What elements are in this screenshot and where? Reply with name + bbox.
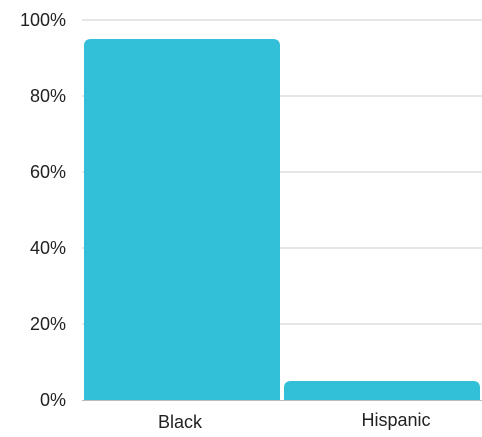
x-tick-label: Black	[158, 412, 203, 432]
y-tick-label: 80%	[30, 86, 66, 106]
bars	[84, 39, 480, 400]
y-tick-label: 100%	[20, 10, 66, 30]
bar-black	[84, 39, 280, 400]
y-tick-labels: 0% 20% 40% 60% 80% 100%	[20, 10, 66, 410]
y-tick-label: 0%	[40, 390, 66, 410]
x-tick-labels: Black Hispanic	[158, 410, 431, 432]
y-tick-label: 60%	[30, 162, 66, 182]
bar-hispanic	[284, 381, 480, 400]
x-tick-label: Hispanic	[361, 410, 430, 430]
y-tick-label: 20%	[30, 314, 66, 334]
y-tick-label: 40%	[30, 238, 66, 258]
